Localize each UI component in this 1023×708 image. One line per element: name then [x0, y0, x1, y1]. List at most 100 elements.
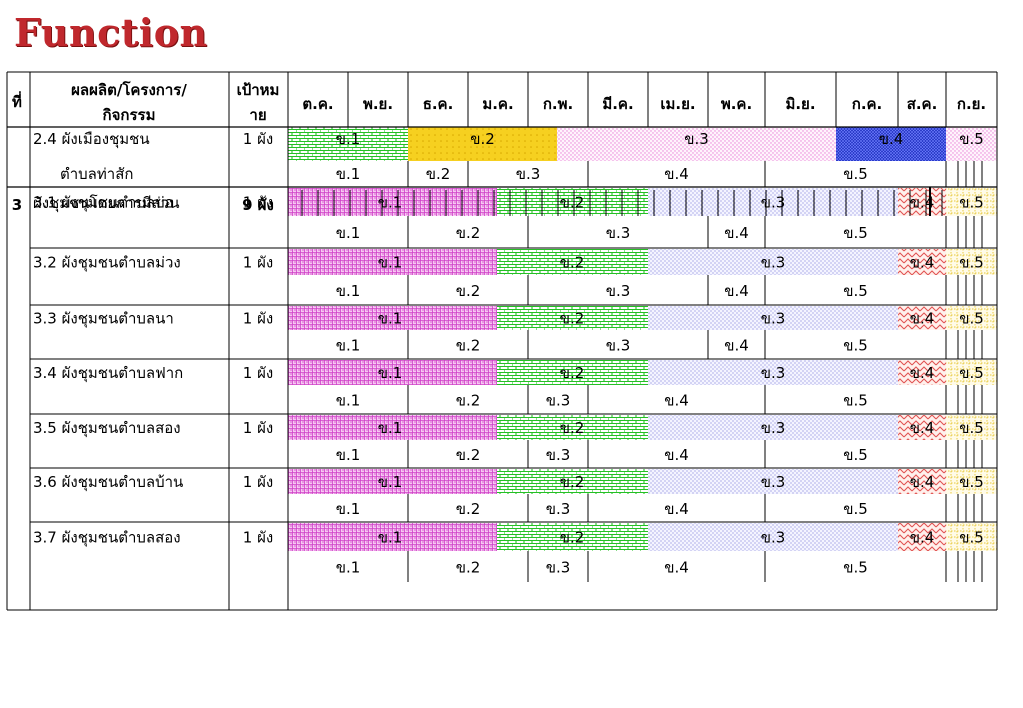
actual-label: ข.5 [843, 500, 868, 518]
plan-bar [898, 360, 946, 385]
actual-label: ข.3 [606, 282, 631, 300]
plan-label: ข.5 [959, 529, 984, 547]
row-name: 3.2 ผังชุมชนตำบลม่วง [33, 254, 181, 273]
plan-label: ข.5 [959, 194, 984, 212]
plan-label: ข.2 [560, 194, 585, 212]
actual-label: ข.1 [336, 559, 361, 577]
plan-bar [497, 306, 648, 330]
plan-label: ข.4 [910, 364, 935, 382]
header-target: าย [249, 106, 266, 124]
header-month: มี.ค. [602, 95, 633, 113]
actual-label: ข.1 [336, 337, 361, 355]
plan-bar [648, 249, 898, 275]
plan-bar [408, 127, 557, 161]
header-month: ส.ค. [907, 95, 938, 113]
actual-label: ข.5 [843, 559, 868, 577]
plan-label: ข.4 [910, 310, 935, 328]
plan-label: ข.1 [378, 254, 403, 272]
actual-label: ข.5 [843, 224, 868, 242]
actual-label: ข.1 [336, 446, 361, 464]
header-month: ก.ย. [957, 95, 986, 113]
plan-bar [898, 249, 946, 275]
plan-bar [288, 127, 408, 161]
actual-label: ข.4 [724, 224, 749, 242]
plan-label: ข.1 [378, 473, 403, 491]
actual-label: ข.3 [606, 337, 631, 355]
actual-label: ข.3 [546, 500, 571, 518]
actual-label: ข.4 [724, 337, 749, 355]
plan-label: ข.4 [910, 473, 935, 491]
plan-bar [497, 188, 648, 216]
row-name: ผังชุมชนโดยการมีส่วน [33, 194, 179, 213]
plan-label: ข.5 [959, 130, 984, 148]
actual-label: ข.5 [843, 282, 868, 300]
actual-label: ข.2 [456, 337, 481, 355]
plan-label: ข.3 [761, 529, 786, 547]
row-target: 1 ผัง [243, 130, 273, 148]
actual-label: ข.2 [456, 392, 481, 410]
actual-label: ข.2 [456, 500, 481, 518]
actual-label: ข.5 [843, 392, 868, 410]
plan-bar [898, 469, 946, 494]
plan-bar [946, 127, 997, 161]
actual-label: ข.1 [336, 500, 361, 518]
header-month: ม.ค. [482, 95, 513, 113]
plan-label: ข.1 [378, 419, 403, 437]
row-name: 3.5 ผังชุมชนตำบลสอง [33, 419, 181, 438]
actual-label: ข.4 [664, 559, 689, 577]
row-target: 1 ผัง [243, 529, 273, 547]
plan-label: ข.1 [336, 130, 361, 148]
plan-bar [288, 306, 497, 330]
plan-label: ข.5 [959, 473, 984, 491]
page-title: Function [14, 10, 208, 55]
row-name: 3.3 ผังชุมชนตำบลนา [33, 310, 174, 329]
actual-label: ข.2 [456, 224, 481, 242]
plan-bar [288, 415, 497, 440]
plan-bar [898, 188, 946, 216]
plan-bar [288, 523, 497, 551]
plan-bar [497, 415, 648, 440]
plan-bar [898, 523, 946, 551]
plan-label: ข.2 [470, 130, 495, 148]
actual-label: ข.1 [336, 224, 361, 242]
plan-bar [648, 523, 898, 551]
plan-bar [497, 469, 648, 494]
header-month: ก.ค. [852, 95, 883, 113]
actual-label: ข.5 [843, 165, 868, 183]
actual-label: ข.3 [606, 224, 631, 242]
header-month: ธ.ค. [423, 95, 454, 113]
plan-bar [497, 523, 648, 551]
actual-label: ข.2 [426, 165, 451, 183]
actual-label: ข.5 [843, 337, 868, 355]
header-month: ก.พ. [543, 95, 573, 113]
header-target: เป้าหม [237, 81, 280, 99]
plan-label: ข.4 [910, 419, 935, 437]
plan-label: ข.5 [959, 364, 984, 382]
row-target: 1 ผัง [243, 254, 273, 272]
plan-label: ข.3 [761, 254, 786, 272]
actual-label: ข.2 [456, 559, 481, 577]
row-name: 2.4 ผังเมืองชุมชน [33, 130, 150, 149]
row-name: 3.4 ผังชุมชนตำบลฟาก [33, 364, 183, 383]
header-month: พ.ค. [721, 95, 752, 113]
plan-label: ข.4 [910, 529, 935, 547]
actual-label: ข.1 [336, 392, 361, 410]
plan-label: ข.2 [560, 473, 585, 491]
row-name: ตำบลท่าสัก [60, 165, 133, 183]
actual-label: ข.5 [843, 446, 868, 464]
plan-bar [648, 188, 898, 216]
plan-bar [288, 249, 497, 275]
plan-label: ข.5 [959, 419, 984, 437]
plan-label: ข.1 [378, 194, 403, 212]
plan-bar [946, 469, 997, 494]
plan-bar [946, 360, 997, 385]
header-item: ผลผลิต/โครงการ/ [71, 80, 187, 99]
header-item: กิจกรรม [103, 106, 156, 124]
plan-label: ข.3 [761, 473, 786, 491]
plan-label: ข.5 [959, 310, 984, 328]
plan-label: ข.4 [879, 130, 904, 148]
plan-bar [648, 360, 898, 385]
plan-label: ข.3 [761, 194, 786, 212]
plan-bar [497, 249, 648, 275]
plan-label: ข.4 [910, 254, 935, 272]
